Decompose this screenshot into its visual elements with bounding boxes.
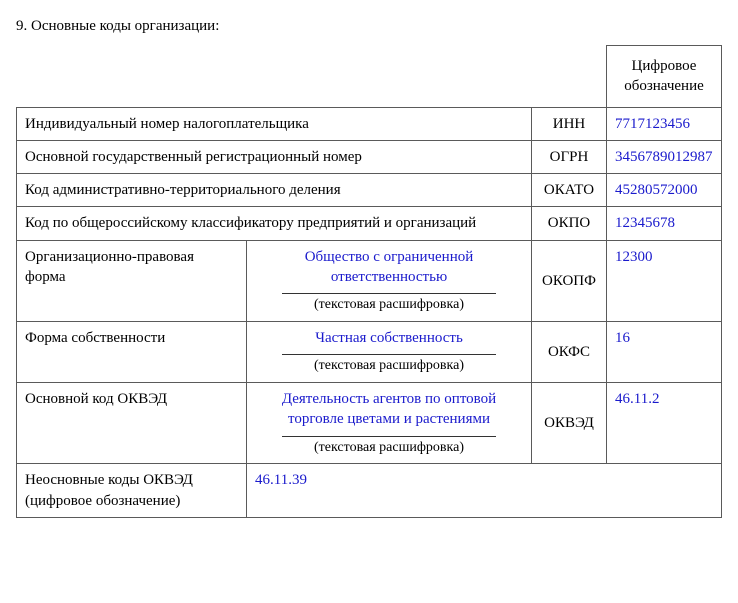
abbr-okopf: ОКОПФ: [532, 240, 607, 321]
desc-okved-cell: Деятельность агентов по оптовой торговле…: [247, 383, 532, 464]
abbr-ogrn: ОГРН: [532, 140, 607, 173]
value-ogrn: 3456789012987: [607, 140, 722, 173]
label-okato: Код административно-территориального дел…: [17, 174, 532, 207]
underline-okved: [282, 436, 496, 437]
desc-okved: Деятельность агентов по оптовой торговле…: [255, 389, 523, 430]
label-okved: Основной код ОКВЭД: [17, 383, 247, 464]
value-extra: 46.11.39: [247, 464, 722, 518]
desc-okfs-cell: Частная собственность (текстовая расшифр…: [247, 321, 532, 382]
abbr-okfs: ОКФС: [532, 321, 607, 382]
desc-okopf: Общество с ограниченной ответственностью: [255, 247, 523, 288]
header-row: Цифровое обозначение: [17, 46, 722, 108]
row-extra-okved: Неосновные коды ОКВЭД (цифровое обозначе…: [17, 464, 722, 518]
value-okpo: 12345678: [607, 207, 722, 240]
header-value-col: Цифровое обозначение: [607, 46, 722, 108]
underline-okopf: [282, 293, 496, 294]
label-okopf: Организационно-правовая форма: [17, 240, 247, 321]
value-okopf: 12300: [607, 240, 722, 321]
caption-okopf: (текстовая расшифровка): [255, 296, 523, 315]
caption-okfs: (текстовая расшифровка): [255, 357, 523, 376]
value-okfs: 16: [607, 321, 722, 382]
label-ogrn: Основной государственный регистрационный…: [17, 140, 532, 173]
header-spacer: [17, 46, 607, 108]
value-okved: 46.11.2: [607, 383, 722, 464]
label-extra: Неосновные коды ОКВЭД (цифровое обозначе…: [17, 464, 247, 518]
abbr-okpo: ОКПО: [532, 207, 607, 240]
row-okpo: Код по общероссийскому классификатору пр…: [17, 207, 722, 240]
label-okfs: Форма собственности: [17, 321, 247, 382]
row-okopf: Организационно-правовая форма Общество с…: [17, 240, 722, 321]
row-ogrn: Основной государственный регистрационный…: [17, 140, 722, 173]
abbr-okato: ОКАТО: [532, 174, 607, 207]
desc-okfs: Частная собственность: [255, 328, 523, 348]
abbr-okved: ОКВЭД: [532, 383, 607, 464]
row-okato: Код административно-территориального дел…: [17, 174, 722, 207]
abbr-inn: ИНН: [532, 107, 607, 140]
codes-table: Цифровое обозначение Индивидуальный номе…: [16, 45, 722, 518]
desc-okopf-cell: Общество с ограниченной ответственностью…: [247, 240, 532, 321]
label-inn: Индивидуальный номер налогоплательщика: [17, 107, 532, 140]
section-title: 9. Основные коды организации:: [16, 18, 722, 35]
row-okved: Основной код ОКВЭД Деятельность агентов …: [17, 383, 722, 464]
underline-okfs: [282, 354, 496, 355]
value-okato: 45280572000: [607, 174, 722, 207]
caption-okved: (текстовая расшифровка): [255, 439, 523, 458]
label-okpo: Код по общероссийскому классификатору пр…: [17, 207, 532, 240]
row-inn: Индивидуальный номер налогоплательщика И…: [17, 107, 722, 140]
value-inn: 7717123456: [607, 107, 722, 140]
row-okfs: Форма собственности Частная собственност…: [17, 321, 722, 382]
